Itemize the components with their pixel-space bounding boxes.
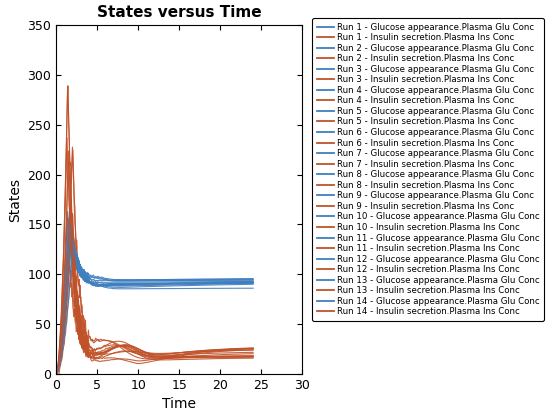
Y-axis label: States: States <box>8 178 22 221</box>
Title: States versus Time: States versus Time <box>97 5 262 20</box>
Legend: Run 1 - Glucose appearance.Plasma Glu Conc, Run 1 - Insulin secretion.Plasma Ins: Run 1 - Glucose appearance.Plasma Glu Co… <box>312 18 544 321</box>
X-axis label: Time: Time <box>162 397 196 411</box>
